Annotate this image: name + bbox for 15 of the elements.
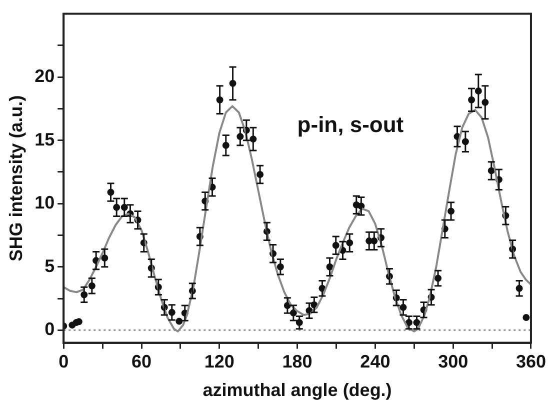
x-axis-title: azimuthal angle (deg.) [202,380,392,400]
x-tick-label: 120 [204,352,234,372]
x-tick-label: 180 [282,352,312,372]
y-tick-label: 0 [44,319,55,340]
x-tick-label: 0 [58,352,69,372]
y-tick-label: 20 [34,66,55,86]
y-axis-title: SHG intensity (a.u.) [6,95,26,262]
x-tick-label: 240 [360,352,390,372]
x-tick-label: 60 [132,352,152,372]
annotation: p-in, s-out [297,112,404,137]
x-tick-label: 360 [516,352,546,372]
y-tick-label: 5 [44,256,55,276]
x-tick-label: 300 [438,352,468,372]
y-tick-label: 10 [34,192,55,213]
y-tick-label: 15 [34,129,55,150]
